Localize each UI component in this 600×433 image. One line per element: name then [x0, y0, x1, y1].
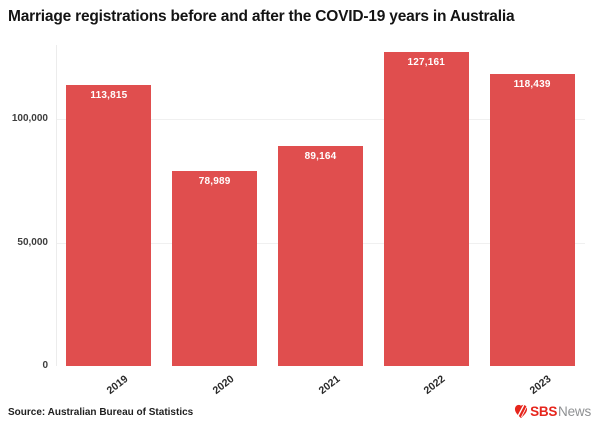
bar-2019	[66, 84, 152, 366]
y-axis-tick-label: 0	[42, 360, 48, 371]
chart-title: Marriage registrations before and after …	[8, 8, 515, 25]
bar-2022	[383, 52, 469, 366]
bar-value-label: 113,815	[90, 89, 128, 101]
bar-2020	[172, 170, 258, 366]
sbs-mitre-icon	[515, 404, 528, 419]
source-note: Source: Australian Bureau of Statistics	[8, 407, 194, 418]
bar-value-label: 127,161	[407, 57, 446, 68]
bar-value-label: 118,439	[513, 78, 551, 90]
logo-text-news: News	[558, 404, 591, 419]
bar-value-label: 89,164	[304, 150, 337, 162]
bar-2021	[278, 145, 363, 366]
bar-2023	[489, 73, 575, 366]
y-axis-tick-label: 50,000	[17, 236, 48, 248]
sbs-news-logo: SBS News	[514, 404, 591, 419]
logo-text-sbs: SBS	[530, 404, 558, 419]
y-axis-line	[56, 45, 57, 366]
y-axis-tick-label: 100,000	[11, 113, 48, 125]
bar-value-label: 78,989	[198, 175, 231, 187]
y-gridline	[56, 119, 585, 121]
x-axis-tick-label: 2021	[316, 373, 342, 397]
x-axis-tick-label: 2022	[421, 373, 448, 397]
